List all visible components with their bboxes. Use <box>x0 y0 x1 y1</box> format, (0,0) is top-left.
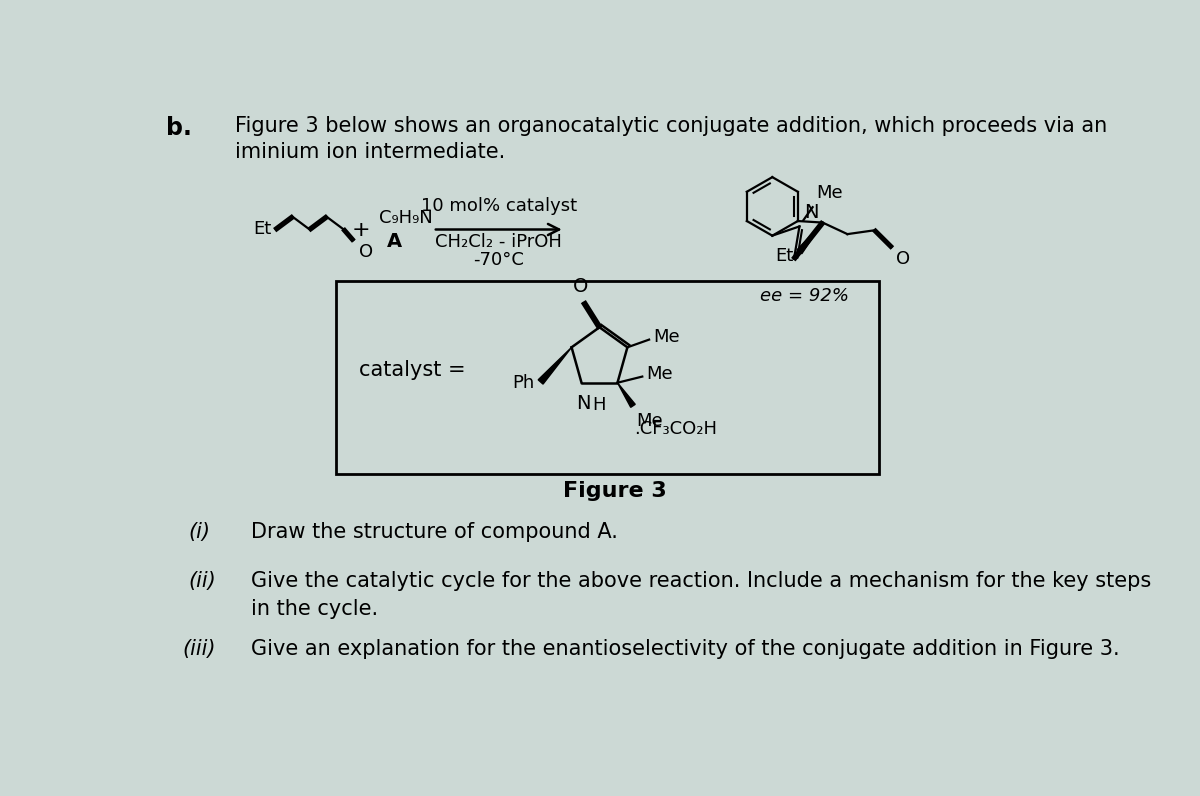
Text: (i): (i) <box>188 522 211 542</box>
Text: Et: Et <box>775 247 793 265</box>
Polygon shape <box>538 347 571 384</box>
Text: O: O <box>359 243 373 260</box>
Text: iminium ion intermediate.: iminium ion intermediate. <box>235 142 505 162</box>
Text: Et: Et <box>253 220 271 239</box>
Text: (ii): (ii) <box>188 572 216 591</box>
Text: 10 mol% catalyst: 10 mol% catalyst <box>421 197 577 216</box>
Text: Draw the structure of compound A.: Draw the structure of compound A. <box>251 522 618 542</box>
Text: -70°C: -70°C <box>473 252 524 269</box>
Text: Ph: Ph <box>512 374 534 392</box>
Text: N: N <box>804 203 818 222</box>
Text: Figure 3 below shows an organocatalytic conjugate addition, which proceeds via a: Figure 3 below shows an organocatalytic … <box>235 115 1108 135</box>
Text: Me: Me <box>636 412 662 430</box>
Text: Give an explanation for the enantioselectivity of the conjugate addition in Figu: Give an explanation for the enantioselec… <box>251 639 1120 659</box>
Text: +: + <box>352 220 370 240</box>
Text: N: N <box>576 393 590 412</box>
FancyArrowPatch shape <box>436 224 559 235</box>
Text: H: H <box>593 396 606 414</box>
Bar <box>336 281 878 474</box>
Text: ee = 92%: ee = 92% <box>761 287 850 306</box>
Text: O: O <box>896 250 911 268</box>
Text: Me: Me <box>646 365 673 383</box>
Text: A: A <box>386 232 402 252</box>
Text: CH₂Cl₂ - iPrOH: CH₂Cl₂ - iPrOH <box>436 232 562 251</box>
Text: Give the catalytic cycle for the above reaction. Include a mechanism for the key: Give the catalytic cycle for the above r… <box>251 572 1151 591</box>
Text: .CF₃CO₂H: .CF₃CO₂H <box>635 420 718 438</box>
Text: catalyst =: catalyst = <box>359 360 466 380</box>
Text: in the cycle.: in the cycle. <box>251 599 378 619</box>
Text: (iii): (iii) <box>182 639 216 659</box>
Text: Figure 3: Figure 3 <box>563 482 667 501</box>
Polygon shape <box>618 383 635 408</box>
Text: b.: b. <box>166 115 191 139</box>
Text: C₉H₉N: C₉H₉N <box>379 209 432 227</box>
Text: Me: Me <box>816 184 844 201</box>
Polygon shape <box>797 223 823 254</box>
Text: Me: Me <box>653 328 679 346</box>
Text: O: O <box>574 278 588 296</box>
